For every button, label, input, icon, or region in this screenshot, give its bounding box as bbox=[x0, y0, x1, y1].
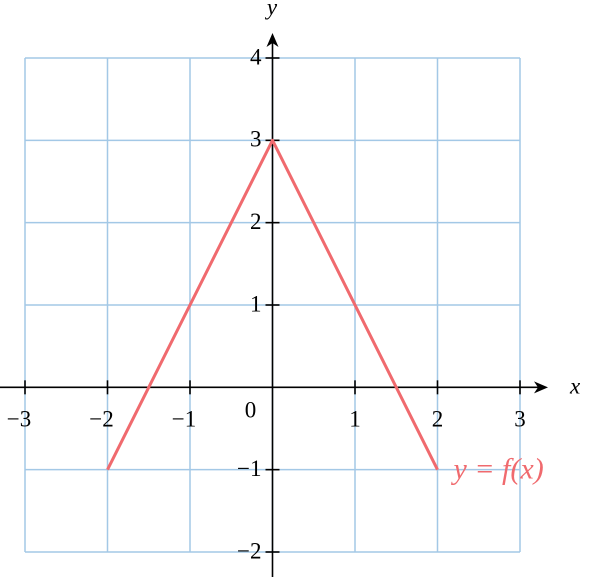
x-axis-arrow bbox=[534, 381, 548, 394]
x-tick-label: −3 bbox=[7, 407, 31, 432]
x-tick-label: −1 bbox=[172, 407, 196, 432]
y-tick-label: 2 bbox=[250, 209, 262, 234]
x-axis-label: x bbox=[569, 373, 581, 398]
series-label: y = f(x) bbox=[451, 453, 544, 486]
y-axis-label: y bbox=[265, 0, 278, 19]
x-tick-label: 0 bbox=[245, 398, 257, 423]
y-tick-label: −2 bbox=[237, 538, 261, 563]
x-tick-label: 3 bbox=[514, 407, 526, 432]
series-line bbox=[106, 138, 439, 471]
y-tick-label: −1 bbox=[237, 456, 261, 481]
y-tick-label: 1 bbox=[250, 291, 262, 316]
y-tick-label: 3 bbox=[250, 127, 262, 152]
x-tick-label: 1 bbox=[349, 407, 361, 432]
y-tick-label: 4 bbox=[250, 44, 262, 69]
x-tick-label: 2 bbox=[432, 407, 444, 432]
y-axis-arrow bbox=[266, 33, 279, 47]
x-tick-label: −2 bbox=[89, 407, 113, 432]
